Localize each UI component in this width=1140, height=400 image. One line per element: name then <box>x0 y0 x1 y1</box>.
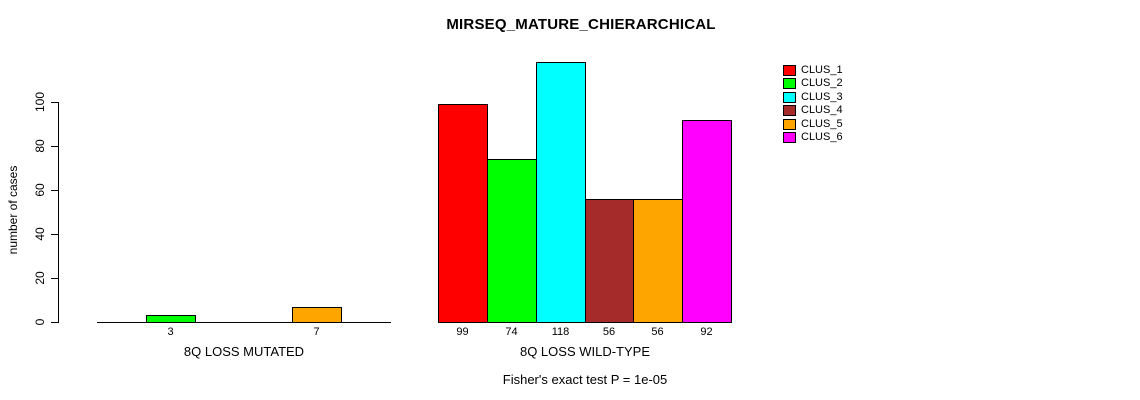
x-axis-baseline <box>438 322 732 323</box>
bar-clus_3-group2 <box>536 62 586 322</box>
bar-value-label: 74 <box>505 326 518 338</box>
bar-value-label: 56 <box>602 326 616 338</box>
bar-clus_6-group2 <box>682 120 732 322</box>
legend-label: CLUS_2 <box>801 77 843 90</box>
y-axis-tick <box>51 234 58 235</box>
bar-value-label: 118 <box>551 326 570 338</box>
bar-value-label: 92 <box>700 326 713 338</box>
bar-clus_4-group2 <box>585 199 634 322</box>
bar-value-label: 3 <box>167 326 174 338</box>
legend-label: CLUS_5 <box>801 117 843 130</box>
bar-value-label: 7 <box>313 326 320 338</box>
bar-clus_5-group2 <box>633 199 683 322</box>
y-axis-tick <box>51 278 58 279</box>
legend-item: CLUS_3 <box>783 91 843 104</box>
legend-label: CLUS_6 <box>801 131 843 143</box>
legend-item: CLUS_6 <box>783 131 843 144</box>
legend-item: CLUS_5 <box>783 118 843 131</box>
legend-label: CLUS_1 <box>801 64 843 76</box>
x-axis-baseline <box>97 322 391 323</box>
legend-swatch-clus_4 <box>783 105 796 117</box>
legend-swatch-clus_1 <box>783 65 796 76</box>
legend-item: CLUS_2 <box>783 77 843 90</box>
bar-clus_1-group2 <box>438 104 488 322</box>
y-axis-line <box>58 102 59 323</box>
legend-label: CLUS_3 <box>801 90 843 103</box>
y-axis-tick <box>51 190 58 191</box>
y-axis-tick <box>51 146 58 147</box>
bar-clus_5-group1 <box>292 307 342 322</box>
x-axis-group-label-wildtype: 8Q LOSS WILD-TYPE <box>519 344 651 359</box>
legend-label: CLUS_4 <box>801 104 843 117</box>
bar-clus_2-group1 <box>146 315 196 322</box>
y-axis-tick <box>51 322 58 323</box>
legend-swatch-clus_6 <box>783 132 796 143</box>
legend-item: CLUS_1 <box>783 64 843 77</box>
chart-title: MIRSEQ_MATURE_CHIERARCHICAL <box>446 16 716 33</box>
bar-value-label: 56 <box>651 326 664 338</box>
legend-item: CLUS_4 <box>783 104 843 117</box>
fisher-test-caption: Fisher's exact test P = 1e-05 <box>502 372 668 387</box>
bar-clus_2-group2 <box>487 159 537 322</box>
y-axis-tick <box>51 102 58 103</box>
legend-swatch-clus_5 <box>783 118 796 130</box>
legend-swatch-clus_2 <box>783 78 796 90</box>
x-axis-group-label-mutated: 8Q LOSS MUTATED <box>183 344 305 359</box>
bar-value-label: 99 <box>456 326 469 338</box>
legend-swatch-clus_3 <box>783 91 796 103</box>
